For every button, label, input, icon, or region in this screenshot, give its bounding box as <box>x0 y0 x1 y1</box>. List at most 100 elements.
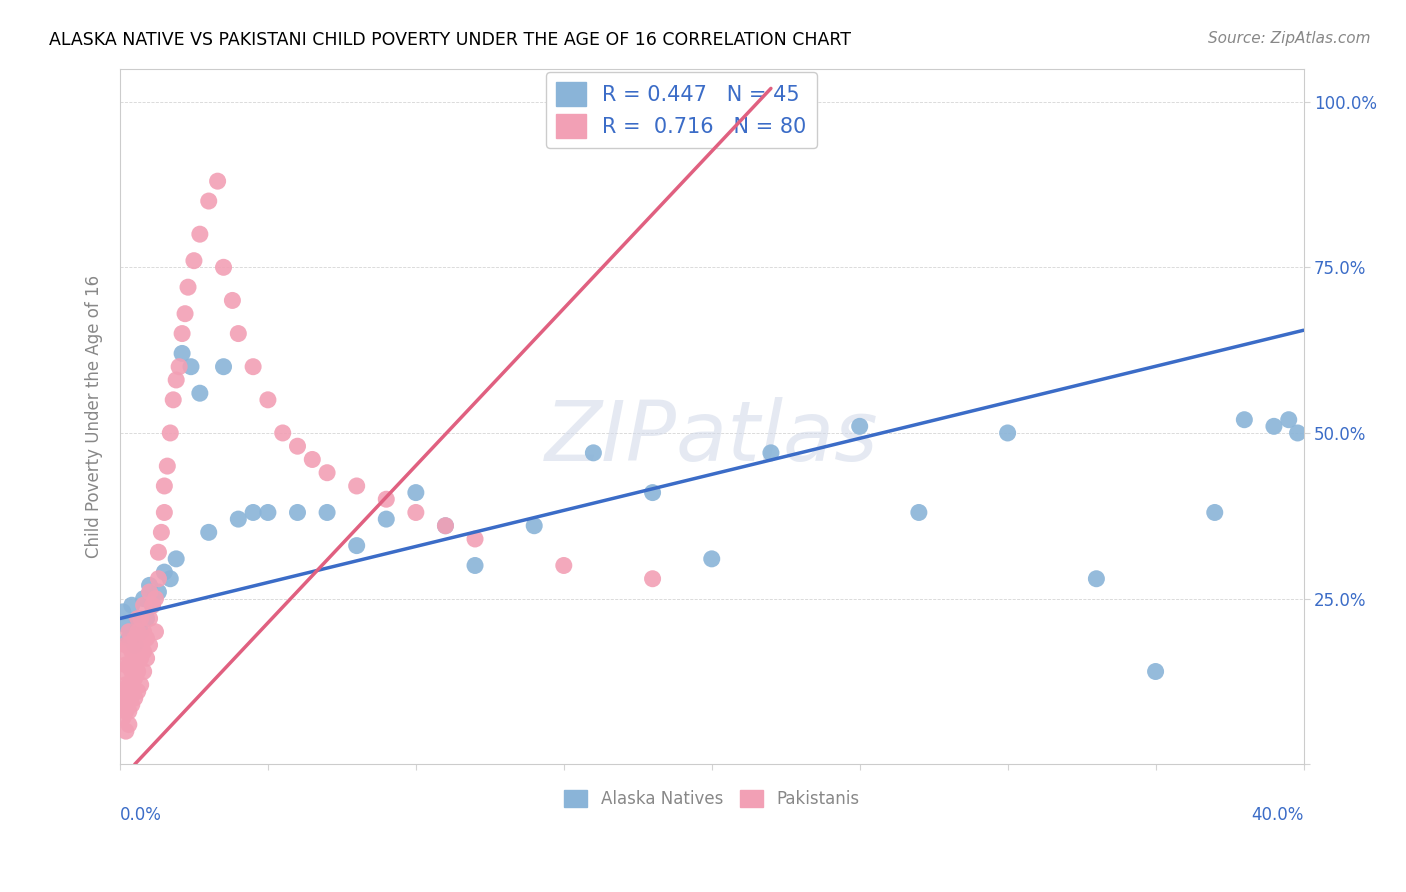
Point <box>129 624 152 639</box>
Y-axis label: Child Poverty Under the Age of 16: Child Poverty Under the Age of 16 <box>86 275 103 558</box>
Point <box>165 552 187 566</box>
Point <box>127 645 149 659</box>
Point <box>434 518 457 533</box>
Point <box>405 485 427 500</box>
Point <box>129 611 152 625</box>
Point <box>124 651 146 665</box>
Text: 40.0%: 40.0% <box>1251 806 1303 824</box>
Point <box>138 585 160 599</box>
Point <box>997 425 1019 440</box>
Point <box>118 624 141 639</box>
Point <box>124 632 146 646</box>
Point <box>141 599 163 613</box>
Point <box>129 678 152 692</box>
Point <box>121 599 143 613</box>
Point <box>145 591 167 606</box>
Point <box>375 512 398 526</box>
Legend: Alaska Natives, Pakistanis: Alaska Natives, Pakistanis <box>557 783 866 815</box>
Point <box>148 572 170 586</box>
Point <box>127 665 149 679</box>
Point <box>180 359 202 374</box>
Point <box>121 665 143 679</box>
Point <box>118 717 141 731</box>
Point <box>121 678 143 692</box>
Point <box>167 359 190 374</box>
Point <box>115 638 138 652</box>
Point <box>1233 413 1256 427</box>
Point <box>118 638 141 652</box>
Point <box>135 611 157 625</box>
Point <box>124 671 146 685</box>
Point <box>287 506 309 520</box>
Point <box>124 638 146 652</box>
Point <box>132 599 155 613</box>
Point <box>148 585 170 599</box>
Point <box>197 525 219 540</box>
Point <box>641 572 664 586</box>
Point <box>188 227 211 242</box>
Point <box>434 518 457 533</box>
Point <box>148 545 170 559</box>
Point <box>111 711 134 725</box>
Point <box>523 518 546 533</box>
Point <box>111 665 134 679</box>
Point <box>221 293 243 308</box>
Point <box>138 578 160 592</box>
Point <box>242 359 264 374</box>
Point <box>228 512 250 526</box>
Point <box>228 326 250 341</box>
Point <box>174 307 197 321</box>
Point <box>150 525 173 540</box>
Point <box>115 678 138 692</box>
Point <box>242 506 264 520</box>
Point <box>153 506 176 520</box>
Point <box>121 645 143 659</box>
Point <box>582 446 605 460</box>
Point <box>111 698 134 712</box>
Point <box>177 280 200 294</box>
Point <box>115 691 138 706</box>
Point <box>145 624 167 639</box>
Point <box>115 618 138 632</box>
Point <box>111 684 134 698</box>
Point <box>375 492 398 507</box>
Point <box>316 506 339 520</box>
Point <box>1204 506 1226 520</box>
Point <box>127 611 149 625</box>
Point <box>207 174 229 188</box>
Point <box>138 638 160 652</box>
Point <box>132 624 155 639</box>
Point <box>212 359 235 374</box>
Point <box>759 446 782 460</box>
Point <box>1286 425 1309 440</box>
Point <box>553 558 575 573</box>
Point <box>165 373 187 387</box>
Point <box>153 565 176 579</box>
Point <box>908 506 931 520</box>
Point <box>257 392 280 407</box>
Point <box>141 599 163 613</box>
Point <box>346 479 368 493</box>
Point <box>1263 419 1285 434</box>
Point <box>132 591 155 606</box>
Point <box>138 611 160 625</box>
Point <box>159 425 181 440</box>
Point <box>257 506 280 520</box>
Point <box>127 611 149 625</box>
Point <box>405 506 427 520</box>
Point <box>135 651 157 665</box>
Point <box>118 678 141 692</box>
Point <box>115 704 138 718</box>
Point <box>1144 665 1167 679</box>
Point <box>129 651 152 665</box>
Point <box>115 657 138 672</box>
Point <box>118 632 141 646</box>
Point <box>127 624 149 639</box>
Point <box>1085 572 1108 586</box>
Point <box>132 665 155 679</box>
Text: ZIPatlas: ZIPatlas <box>546 397 879 478</box>
Point <box>271 425 294 440</box>
Point <box>162 392 184 407</box>
Point <box>700 552 723 566</box>
Point <box>301 452 323 467</box>
